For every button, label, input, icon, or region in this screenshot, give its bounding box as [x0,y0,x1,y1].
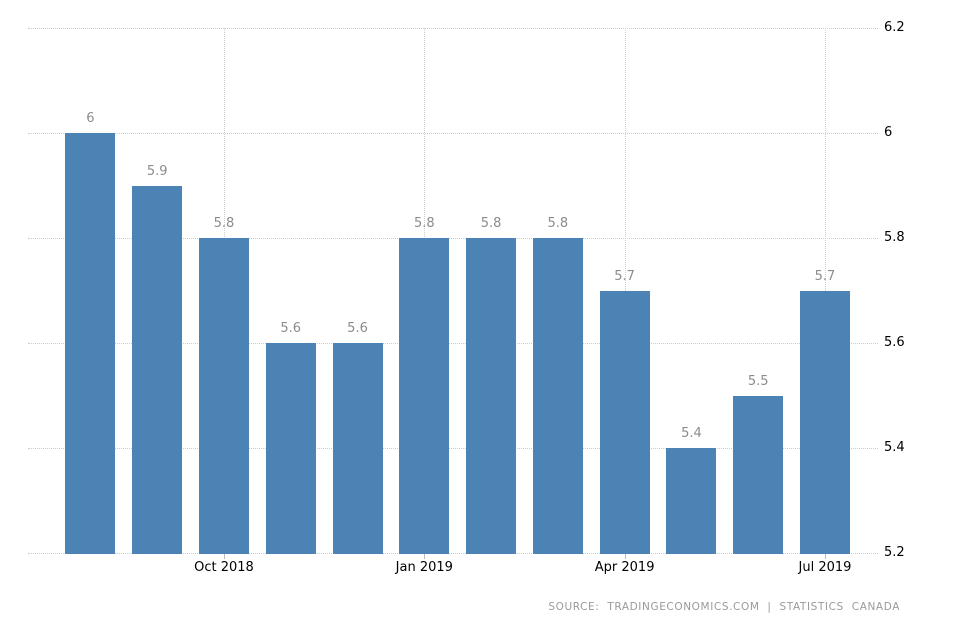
bar [799,290,850,554]
bar [666,448,717,554]
bar-value-label: 5.6 [347,321,368,336]
bar [332,343,383,554]
x-axis-tick-label: Jan 2019 [395,560,453,575]
bar-value-label: 5.7 [614,268,635,284]
bar [198,238,249,554]
x-axis-tick-mark [223,553,225,559]
bar [65,133,116,554]
bar-value-label: 5.8 [413,216,435,231]
bar [599,290,650,554]
bar-value-label: 5.4 [681,426,702,441]
bar-value-label: 5.8 [213,216,235,231]
x-axis-tick-mark [424,553,426,559]
bar [265,343,316,554]
bar [532,238,583,554]
y-axis-tick-label: 5.6 [884,335,905,350]
h-gridline [28,343,878,344]
y-axis-tick-label: 5.4 [884,440,905,455]
x-axis-tick-mark [624,553,626,559]
bar-value-label: 6 [86,111,95,126]
y-axis-tick-label: 6.2 [884,20,905,35]
source-attribution: SOURCE: TRADINGECONOMICS.COM | STATISTIC… [548,601,900,613]
bar [132,185,183,554]
x-axis-tick-label: Jul 2019 [798,560,852,575]
bar [733,395,784,554]
x-axis-tick-label: Oct 2018 [194,560,254,575]
h-gridline [28,133,878,134]
bar-value-label: 5.8 [480,216,502,231]
y-axis-tick-label: 5.2 [884,545,905,560]
h-gridline [28,448,878,449]
bar [399,238,450,554]
h-gridline [28,28,878,29]
bar [466,238,517,554]
bar-value-label: 5.9 [146,163,168,179]
bar-value-label: 5.7 [814,268,836,284]
h-gridline [28,553,878,554]
y-axis-tick-label: 6 [884,125,893,140]
bar-value-label: 5.6 [280,321,302,336]
x-axis-tick-label: Apr 2019 [594,560,655,575]
x-axis-tick-mark [824,553,826,559]
bar-value-label: 5.5 [747,373,769,389]
y-axis-tick-label: 5.8 [884,230,905,245]
bar-value-label: 5.8 [547,216,569,231]
h-gridline [28,238,878,239]
